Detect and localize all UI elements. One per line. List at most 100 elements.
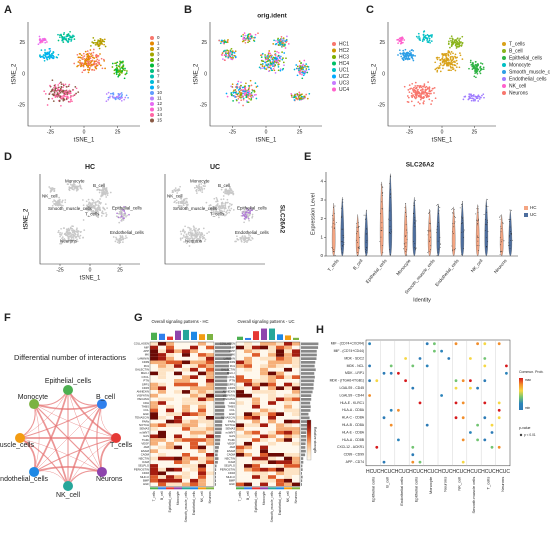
cell-point [221, 39, 223, 42]
heat-cell [260, 360, 268, 365]
cell-point [175, 199, 178, 202]
label: PTN [229, 379, 235, 383]
heat-cell [158, 342, 166, 346]
heat-cell [244, 397, 252, 402]
cell-point [422, 102, 425, 104]
cell-point [86, 50, 89, 52]
cell-point [98, 201, 101, 204]
cell-point [438, 65, 441, 67]
cell-point [439, 59, 441, 61]
cell-point [403, 85, 406, 88]
dot [483, 401, 487, 405]
label: -25 [200, 103, 207, 109]
point [331, 247, 333, 249]
cell-point [106, 194, 109, 196]
cell-point [91, 212, 93, 215]
cell-point [107, 192, 109, 194]
side-bar [301, 423, 310, 427]
label: Neurons [96, 476, 123, 483]
cell-point [70, 40, 72, 42]
heat-cell [268, 356, 276, 361]
cell-point [225, 192, 228, 195]
cell-point [282, 40, 284, 42]
heat-cell [174, 423, 182, 428]
cell-point [226, 209, 229, 212]
cell-point [209, 207, 212, 209]
cell-point [105, 187, 108, 189]
cell-point [183, 236, 185, 238]
side-bar [301, 453, 306, 457]
heat-cell [276, 478, 284, 483]
point [405, 235, 407, 236]
cell-point [53, 93, 56, 95]
heat-cell [158, 478, 166, 483]
cell-point [114, 240, 117, 243]
point [500, 227, 502, 229]
heat-cell [182, 460, 190, 465]
cell-point [202, 184, 205, 187]
cell-point [185, 235, 188, 237]
cell-point [228, 192, 231, 195]
heat-cell [150, 434, 158, 439]
heat-cell [284, 349, 292, 354]
heat-cell [252, 412, 260, 416]
cell-point [208, 204, 211, 207]
cell-point [173, 189, 176, 191]
cell-point [48, 186, 51, 188]
cell-point [228, 51, 231, 54]
cell-point [191, 232, 194, 235]
cell-point [245, 217, 247, 219]
cell-point [191, 239, 194, 242]
heat-cell [174, 404, 182, 409]
heat-cell [158, 438, 166, 442]
point [461, 253, 463, 255]
cell-point [176, 192, 179, 194]
cell-point [195, 227, 197, 230]
heat-cell [276, 342, 284, 346]
heat-cell [284, 471, 292, 476]
cell-point [67, 235, 69, 238]
point [486, 219, 488, 221]
cell-point [120, 210, 122, 213]
point [405, 224, 407, 226]
label: 3 [157, 52, 160, 57]
heat-cell [206, 482, 214, 487]
dot [425, 364, 429, 368]
cell-point [222, 191, 225, 194]
cell-point [69, 30, 71, 33]
cell-point [227, 189, 230, 192]
label: Overall signaling patterns - HC [151, 319, 208, 324]
side-bar [215, 383, 228, 386]
heat-cell [268, 404, 276, 409]
cell-point [298, 67, 300, 70]
cell-point [201, 237, 204, 240]
heat-frame [149, 341, 215, 487]
label: APP [229, 349, 235, 353]
cell-point [96, 189, 98, 191]
heat-cell [268, 453, 276, 457]
heat-cell [244, 364, 252, 368]
cell-point [89, 63, 91, 65]
point [390, 194, 391, 195]
cell-point [245, 82, 247, 85]
cell-point [300, 62, 302, 65]
heat-cell [284, 460, 292, 465]
cell-point [104, 67, 106, 70]
heat-cell [244, 475, 252, 479]
heat-cell [190, 475, 198, 479]
cell-point [188, 227, 191, 229]
edge [33, 437, 117, 473]
cell-point [229, 202, 231, 205]
cell-point [452, 52, 454, 55]
cell-point [76, 189, 79, 191]
cell-point [117, 216, 120, 219]
legend-swatch [150, 80, 154, 84]
label: Epithelial_cells [112, 206, 143, 211]
cell-point [410, 87, 412, 90]
cell-point [229, 55, 232, 58]
heat-cell [276, 460, 284, 465]
col-strip [158, 487, 166, 490]
label: UC [210, 164, 220, 171]
cell-point [434, 61, 437, 64]
point [486, 224, 488, 226]
